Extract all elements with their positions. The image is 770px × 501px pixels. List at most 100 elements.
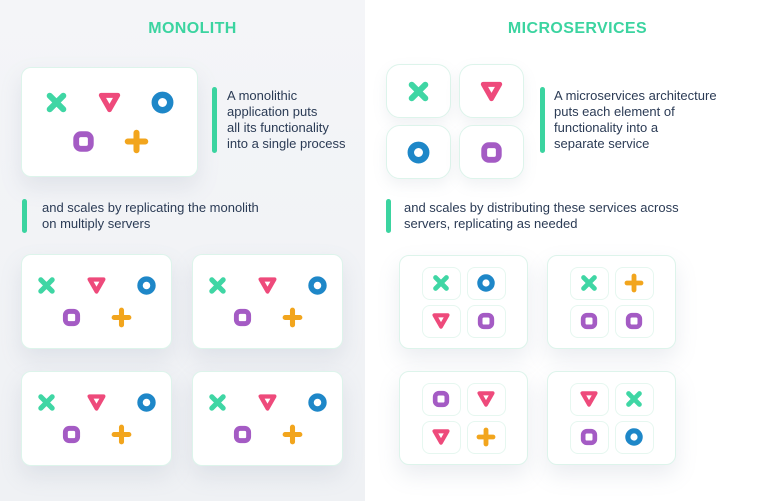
icon-row [207, 275, 328, 296]
microservice-cards [386, 64, 524, 179]
icon-row [71, 129, 149, 154]
icon-row [36, 392, 157, 413]
microservice-card [459, 64, 524, 118]
server-service-grid [569, 382, 654, 454]
icon-rows [193, 255, 342, 348]
circle-icon [307, 392, 328, 413]
circle-icon [307, 275, 328, 296]
plus-icon [476, 427, 496, 447]
icon-rows [193, 372, 342, 465]
square-icon [431, 389, 451, 409]
square-icon [476, 311, 496, 331]
triangle-icon [479, 79, 504, 104]
x-icon [44, 90, 69, 115]
icon-row [61, 307, 132, 328]
plus-icon [111, 307, 132, 328]
monolith-replica-card [192, 371, 343, 466]
triangle-icon [97, 90, 122, 115]
icon-rows [22, 255, 171, 348]
monolith-scaling-note: and scales by replicating the monolith o… [22, 199, 259, 233]
icon-row [207, 392, 328, 413]
microservice-card [421, 304, 461, 338]
circle-icon [150, 90, 175, 115]
square-icon [624, 311, 644, 331]
square-icon [579, 427, 599, 447]
icon-row [44, 90, 175, 115]
microservice-card [614, 382, 654, 416]
monolith-description-text: A monolithic application puts all its fu… [227, 88, 346, 151]
monolith-replica-card [21, 254, 172, 349]
x-icon [579, 273, 599, 293]
icon-rows [22, 372, 171, 465]
microservice-card [459, 125, 524, 179]
circle-icon [136, 275, 157, 296]
microservice-card [569, 382, 609, 416]
monolith-title: MONOLITH [148, 20, 237, 37]
microservice-card [466, 420, 506, 454]
icon-row [232, 424, 303, 445]
monolith-replica-card [21, 371, 172, 466]
monolith-replica-grid [21, 254, 343, 466]
square-icon [232, 307, 253, 328]
triangle-icon [86, 275, 107, 296]
x-icon [624, 389, 644, 409]
icon-row [61, 424, 132, 445]
triangle-icon [476, 389, 496, 409]
server-card [547, 255, 676, 349]
microservices-scaling-note: and scales by distributing these service… [386, 199, 679, 233]
monolith-description: A monolithic application puts all its fu… [212, 87, 346, 153]
plus-icon [111, 424, 132, 445]
monolith-scaling-text: and scales by replicating the monolith o… [42, 200, 259, 231]
plus-icon [124, 129, 149, 154]
triangle-icon [579, 389, 599, 409]
x-icon [406, 79, 431, 104]
square-icon [579, 311, 599, 331]
microservice-server-grid [399, 255, 676, 465]
circle-icon [624, 427, 644, 447]
server-service-grid [421, 266, 506, 338]
microservice-card [421, 420, 461, 454]
x-icon [36, 275, 57, 296]
server-card [547, 371, 676, 465]
microservice-card [569, 266, 609, 300]
microservices-description-text: A microservices architecture puts each e… [554, 88, 717, 151]
square-icon [479, 140, 504, 165]
microservice-card [466, 266, 506, 300]
square-icon [61, 424, 82, 445]
triangle-icon [257, 392, 278, 413]
square-icon [71, 129, 96, 154]
microservices-title: MICROSERVICES [507, 20, 648, 37]
triangle-icon [86, 392, 107, 413]
server-card [399, 255, 528, 349]
circle-icon [406, 140, 431, 165]
microservice-card [569, 304, 609, 338]
circle-icon [476, 273, 496, 293]
monolith-replica-card [192, 254, 343, 349]
triangle-icon [431, 311, 451, 331]
server-card [399, 371, 528, 465]
plus-icon [282, 424, 303, 445]
x-icon [36, 392, 57, 413]
microservice-card [614, 420, 654, 454]
x-icon [207, 392, 228, 413]
circle-icon [136, 392, 157, 413]
server-service-grid [569, 266, 654, 338]
monolith-app-card [21, 67, 198, 177]
microservice-card [421, 266, 461, 300]
square-icon [232, 424, 253, 445]
x-icon [431, 273, 451, 293]
microservices-scaling-text: and scales by distributing these service… [404, 200, 679, 231]
triangle-icon [431, 427, 451, 447]
microservice-card [466, 304, 506, 338]
icon-row [36, 275, 157, 296]
microservice-card [421, 382, 461, 416]
icon-row [232, 307, 303, 328]
microservice-card [569, 420, 609, 454]
microservice-card [466, 382, 506, 416]
accent-bar [386, 199, 391, 233]
microservices-description: A microservices architecture puts each e… [540, 87, 717, 153]
accent-bar [540, 87, 545, 153]
server-service-grid [421, 382, 506, 454]
square-icon [61, 307, 82, 328]
